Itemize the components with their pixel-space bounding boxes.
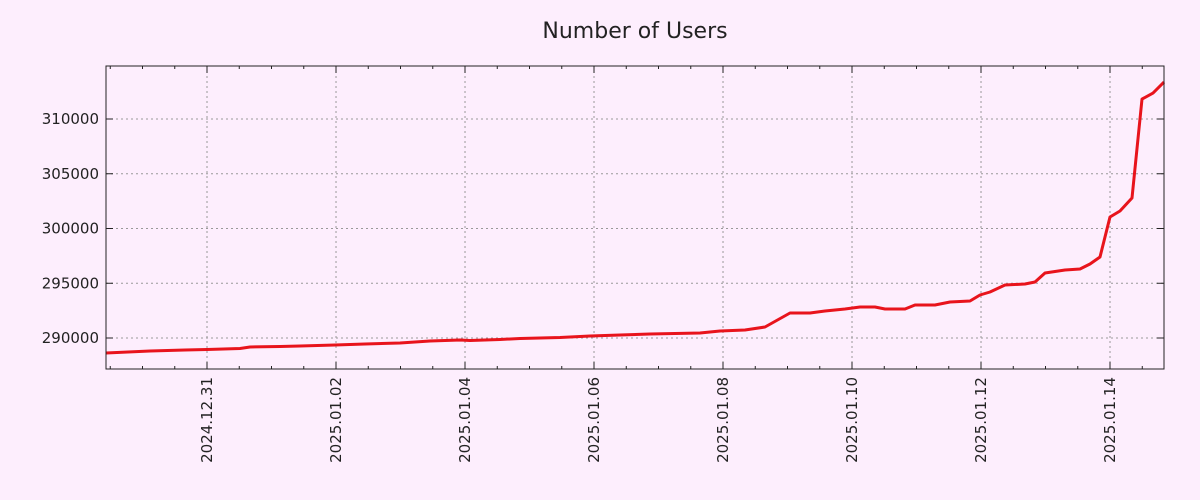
x-tick-label: 2025.01.06 bbox=[585, 377, 603, 463]
y-tick-label: 290000 bbox=[42, 329, 99, 347]
y-tick-label: 305000 bbox=[42, 165, 99, 183]
y-tick-label: 310000 bbox=[42, 110, 99, 128]
x-tick-label: 2025.01.08 bbox=[714, 377, 732, 463]
series-line-number-of-users bbox=[105, 81, 1166, 355]
plot-frame bbox=[105, 65, 1165, 370]
x-tick-label: 2025.01.12 bbox=[972, 377, 990, 463]
x-tick-label: 2025.01.10 bbox=[843, 377, 861, 463]
x-tick-label: 2025.01.14 bbox=[1101, 377, 1119, 463]
y-tick-label: 300000 bbox=[42, 220, 99, 238]
axis-ticks: 2024.12.31 2025.01.02 2025.01.04 2025.01.06… bbox=[42, 66, 1164, 463]
chart-title: Number of Users bbox=[542, 19, 727, 44]
y-tick-label: 295000 bbox=[42, 274, 99, 292]
x-tick-label: 2025.01.02 bbox=[327, 377, 345, 463]
x-tick-label: 2024.12.31 bbox=[198, 377, 216, 463]
x-tick-label: 2025.01.04 bbox=[456, 377, 474, 463]
grid bbox=[106, 66, 1164, 369]
